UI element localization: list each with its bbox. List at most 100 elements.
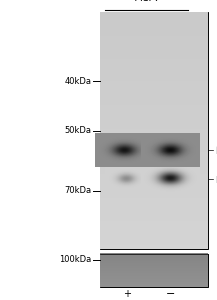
Bar: [100, 118, 208, 121]
Bar: [100, 243, 208, 245]
Bar: [100, 267, 208, 268]
Bar: [100, 33, 208, 36]
Text: p-AKT1-S129: p-AKT1-S129: [215, 174, 217, 183]
Bar: [100, 201, 208, 204]
Bar: [100, 71, 208, 73]
Bar: [100, 152, 208, 154]
Bar: [100, 81, 208, 83]
Bar: [100, 142, 208, 144]
Bar: [100, 209, 208, 212]
Bar: [100, 79, 208, 81]
Text: −: −: [166, 289, 175, 299]
Bar: [100, 261, 208, 262]
Bar: [100, 87, 208, 89]
Bar: [100, 166, 208, 168]
Bar: [100, 39, 208, 42]
Bar: [100, 128, 208, 130]
Bar: [100, 199, 208, 202]
Bar: [100, 237, 208, 239]
Bar: [100, 213, 208, 215]
Bar: [100, 38, 208, 40]
Bar: [100, 231, 208, 233]
Bar: [100, 20, 208, 22]
Bar: [100, 103, 208, 105]
Bar: [100, 160, 208, 162]
Bar: [100, 109, 208, 111]
Bar: [100, 134, 208, 136]
Bar: [100, 148, 208, 150]
Bar: [100, 116, 208, 119]
Bar: [100, 156, 208, 158]
Bar: [100, 268, 208, 269]
Bar: [100, 178, 208, 180]
Bar: [100, 136, 208, 138]
Bar: [100, 239, 208, 241]
Bar: [100, 225, 208, 227]
Bar: [100, 271, 208, 272]
Bar: [100, 176, 208, 178]
Bar: [100, 203, 208, 206]
Bar: [100, 280, 208, 281]
Bar: [100, 154, 208, 156]
Bar: [100, 14, 208, 16]
Bar: [100, 276, 208, 278]
Bar: [100, 265, 208, 266]
Bar: [100, 94, 208, 97]
Bar: [100, 190, 208, 192]
Bar: [100, 284, 208, 286]
Bar: [100, 158, 208, 160]
Bar: [100, 49, 208, 52]
Bar: [100, 273, 208, 274]
Bar: [100, 278, 208, 279]
Bar: [100, 241, 208, 243]
Bar: [100, 140, 208, 142]
Bar: [100, 266, 208, 267]
Text: 100kDa: 100kDa: [59, 255, 91, 264]
Bar: [100, 172, 208, 174]
Bar: [100, 255, 208, 256]
Bar: [100, 41, 208, 44]
Bar: [100, 281, 208, 282]
Bar: [100, 97, 208, 99]
Bar: [100, 180, 208, 182]
Bar: [100, 269, 208, 270]
Text: 50kDa: 50kDa: [64, 126, 91, 135]
Bar: [100, 132, 208, 134]
Bar: [100, 275, 208, 276]
Bar: [100, 122, 208, 124]
Bar: [100, 205, 208, 208]
Bar: [100, 32, 208, 34]
Bar: [100, 280, 208, 281]
Bar: [100, 65, 208, 67]
Bar: [100, 150, 208, 152]
Text: 70kDa: 70kDa: [64, 186, 91, 195]
Bar: [100, 55, 208, 57]
Bar: [100, 254, 208, 255]
Bar: [100, 259, 208, 260]
Bar: [100, 274, 208, 275]
Bar: [100, 61, 208, 63]
Bar: [100, 184, 208, 186]
Bar: [100, 91, 208, 93]
Bar: [100, 110, 208, 113]
Bar: [100, 35, 208, 38]
Text: CIP: CIP: [141, 299, 156, 300]
Bar: [100, 67, 208, 69]
Bar: [100, 28, 208, 30]
Bar: [100, 245, 208, 247]
Bar: [100, 262, 208, 263]
Bar: [100, 12, 208, 14]
Bar: [100, 264, 208, 265]
Bar: [100, 164, 208, 166]
Text: MCF7: MCF7: [135, 0, 162, 3]
Bar: [100, 130, 208, 133]
Bar: [100, 106, 208, 109]
Text: +: +: [123, 289, 131, 299]
Bar: [100, 215, 208, 218]
Bar: [100, 73, 208, 75]
Bar: [100, 93, 208, 95]
Bar: [100, 271, 208, 272]
Bar: [100, 162, 208, 164]
Bar: [100, 272, 208, 273]
Bar: [100, 257, 208, 258]
